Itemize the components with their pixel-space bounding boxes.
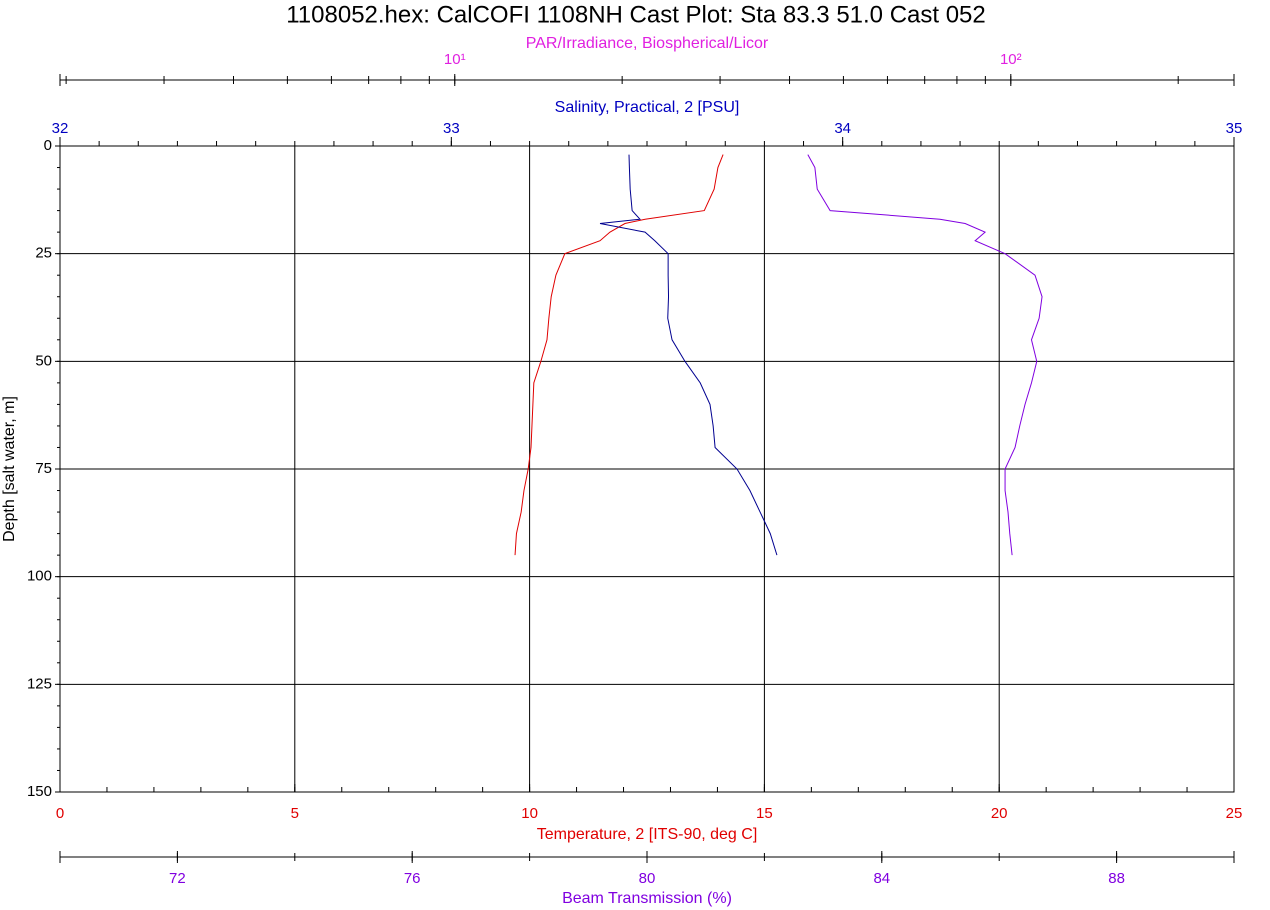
x-axis-title: Temperature, 2 [ITS-90, deg C] [537,826,758,843]
profile-line [514,154,724,556]
y-tick-label: 150 [27,783,52,800]
x-tick-label: 80 [639,870,656,887]
x-tick-label: 10¹ [444,51,466,68]
y-tick-label: 125 [27,675,52,692]
profile-line [807,154,1043,556]
y-axis-title: Depth [salt water, m] [1,396,18,542]
x-tick-label: 33 [443,120,460,137]
y-tick-label: 50 [35,352,52,369]
x-tick-label: 84 [873,870,890,887]
x-axis-title: Salinity, Practical, 2 [PSU] [555,99,740,116]
profile-line [599,154,778,556]
x-axis-title: Beam Transmission (%) [562,890,732,907]
y-tick-label: 100 [27,568,52,585]
x-tick-label: 20 [991,805,1008,822]
x-tick-label: 76 [404,870,421,887]
x-tick-label: 32 [52,120,69,137]
x-tick-label: 15 [756,805,773,822]
x-tick-label: 25 [1226,805,1243,822]
x-tick-label: 10 [521,805,538,822]
x-tick-label: 34 [834,120,851,137]
y-tick-label: 0 [44,137,52,154]
x-tick-label: 35 [1226,120,1243,137]
x-tick-label: 10² [1000,51,1022,68]
x-tick-label: 72 [169,870,186,887]
x-tick-label: 5 [291,805,299,822]
y-tick-label: 25 [35,245,52,262]
chart-title: 1108052.hex: CalCOFI 1108NH Cast Plot: S… [286,1,986,28]
x-tick-label: 0 [56,805,64,822]
x-tick-label: 88 [1108,870,1125,887]
x-axis-title: PAR/Irradiance, Biospherical/Licor [526,35,769,52]
y-tick-label: 75 [35,460,52,477]
